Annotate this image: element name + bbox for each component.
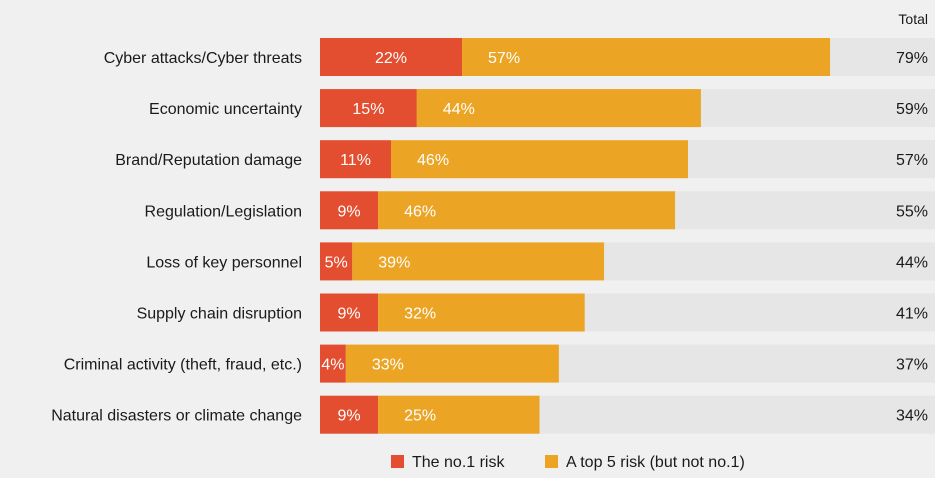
bar-segment-no1-risk [320, 344, 346, 383]
legend-label: A top 5 risk (but not no.1) [566, 454, 745, 471]
chart-row: Criminal activity (theft, fraud, etc.) 4%… [64, 344, 935, 383]
category-label: Loss of key personnel [146, 254, 302, 271]
bar-segment-top5-risk [352, 242, 605, 281]
bar-value-label: 25% [404, 408, 436, 425]
legend-swatch [545, 455, 558, 468]
category-label: Natural disasters or climate change [51, 408, 302, 425]
legend-item-top5-risk: A top 5 risk (but not no.1) [545, 454, 745, 471]
bar-value-label: 11% [340, 152, 371, 169]
total-value-label: 79% [896, 50, 928, 67]
bar-segment-no1-risk [320, 191, 379, 230]
bar-value-label: 9% [337, 408, 360, 425]
category-label: Regulation/Legislation [145, 203, 302, 220]
total-value-label: 55% [896, 203, 928, 220]
total-value-label: 57% [896, 152, 928, 169]
bar-segment-no1-risk [320, 242, 353, 281]
legend: The no.1 risk A top 5 risk (but not no.1) [391, 454, 745, 471]
bar-value-label: 44% [443, 101, 475, 118]
total-value-label: 44% [896, 254, 928, 271]
chart-row: Regulation/Legislation 9% 46% 55% [145, 191, 935, 230]
chart-rows: Cyber attacks/Cyber threats 22% 57% 79% Econ… [51, 38, 935, 434]
bar-segment-top5-risk [416, 89, 701, 128]
chart-row: Supply chain disruption 9% 32% 41% [137, 293, 935, 332]
bar-segment-no1-risk [320, 395, 379, 434]
bar-value-label: 5% [325, 254, 348, 271]
legend-item-no1-risk: The no.1 risk [391, 454, 505, 471]
bar-value-label: 22% [375, 50, 407, 67]
chart-row: Cyber attacks/Cyber threats 22% 57% 79% [104, 38, 935, 76]
bar-value-label: 9% [337, 306, 360, 323]
legend-swatch [391, 455, 404, 468]
category-label: Cyber attacks/Cyber threats [104, 50, 302, 67]
total-value-label: 41% [896, 306, 928, 323]
chart-row: Brand/Reputation damage 11% 46% 57% [115, 140, 935, 179]
bar-segment-top5-risk [378, 395, 540, 434]
bar-segment-top5-risk [378, 191, 676, 230]
category-label: Economic uncertainty [149, 101, 302, 118]
chart-row: Natural disasters or climate change 9% 25%… [51, 395, 935, 434]
total-value-label: 59% [896, 101, 928, 118]
category-label: Brand/Reputation damage [115, 152, 302, 169]
bar-value-label: 9% [337, 203, 360, 220]
bar-segment-top5-risk [462, 38, 831, 76]
bar-segment-no1-risk [320, 89, 417, 128]
total-value-label: 34% [896, 408, 928, 425]
category-label: Supply chain disruption [137, 306, 302, 323]
bar-value-label: 15% [352, 101, 384, 118]
total-value-label: 37% [896, 357, 928, 374]
chart-row: Loss of key personnel 5% 39% 44% [146, 242, 935, 281]
bar-segment-top5-risk [378, 293, 585, 332]
bar-value-label: 46% [404, 203, 436, 220]
bar-segment-top5-risk [391, 140, 688, 179]
bar-segment-no1-risk [320, 38, 463, 76]
bar-value-label: 39% [378, 254, 410, 271]
total-column-header: Total [898, 11, 928, 27]
bar-value-label: 4% [321, 357, 344, 374]
bar-segment-no1-risk [320, 140, 392, 179]
bar-value-label: 33% [372, 357, 404, 374]
chart-row: Economic uncertainty 15% 44% 59% [149, 89, 935, 128]
bar-value-label: 32% [404, 306, 436, 323]
bar-segment-no1-risk [320, 293, 379, 332]
category-label: Criminal activity (theft, fraud, etc.) [64, 357, 302, 374]
bar-value-label: 57% [488, 50, 520, 67]
legend-label: The no.1 risk [412, 454, 505, 471]
bar-segment-top5-risk [345, 344, 559, 383]
bar-value-label: 46% [417, 152, 449, 169]
